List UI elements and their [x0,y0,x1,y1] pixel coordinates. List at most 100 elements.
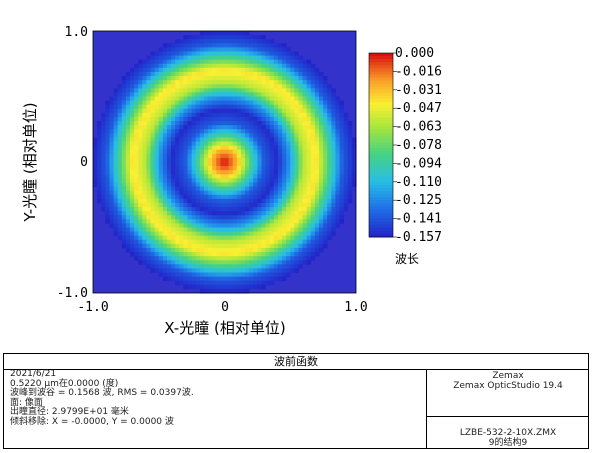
heatmap-cell [105,178,110,183]
heatmap-cell [343,190,349,196]
heatmap-cell [224,92,230,97]
heatmap-cell [236,247,242,253]
heatmap-cell [125,198,131,204]
heatmap-cell [343,198,349,204]
heatmap-cell [298,71,303,77]
heatmap-cell [208,100,213,106]
heatmap-cell [228,219,234,224]
heatmap-cell [208,170,213,175]
heatmap-cell [162,166,168,171]
heatmap-cell [314,92,320,97]
heatmap-cell [282,133,287,138]
heatmap-cell [327,215,332,220]
heatmap-cell [224,166,230,171]
heatmap-cell [105,108,110,114]
heatmap-cell [117,194,123,200]
heatmap-cell [138,145,143,151]
heatmap-cell [97,145,102,151]
heatmap-cell [240,252,246,257]
heatmap-cell [187,219,193,224]
heatmap-cell [187,80,193,85]
heatmap-cell [187,76,193,81]
heatmap-cell [273,129,279,134]
heatmap-cell [290,174,295,179]
heatmap-cell [310,223,316,228]
heatmap-cell [236,174,242,179]
colorbar-segment [369,151,393,155]
heatmap-cell [310,153,316,159]
heatmap-cell [282,186,287,192]
heatmap-cell [245,133,250,138]
heatmap-cell [203,231,209,237]
heatmap-cell [154,129,160,134]
heatmap-cell [253,108,258,114]
heatmap-cell [113,194,119,200]
heatmap-cell [286,235,291,241]
heatmap-cell [294,211,299,216]
heatmap-cell [208,276,213,282]
heatmap-cell [249,211,254,216]
heatmap-cell [117,178,123,183]
heatmap-cell [162,231,168,237]
heatmap-cell [195,252,201,257]
heatmap-cell [117,88,123,93]
heatmap-cell [208,59,213,65]
heatmap-cell [310,104,316,110]
heatmap-cell [257,84,262,89]
heatmap-cell [236,178,242,183]
heatmap-cell [240,100,246,106]
heatmap-cell [273,260,279,265]
heatmap-cell [261,84,266,89]
heatmap-cell [236,211,242,216]
heatmap-cell [175,133,180,138]
heatmap-cell [208,35,213,40]
heatmap-cell [109,149,114,155]
heatmap-cell [302,76,308,81]
heatmap-cell [282,100,287,106]
heatmap-cell [286,63,291,69]
heatmap-cell [327,92,332,97]
heatmap-cell [162,268,168,273]
heatmap-cell [277,198,283,204]
heatmap-cell [249,121,254,126]
heatmap-cell [183,202,188,208]
heatmap-cell [220,55,225,61]
heatmap-cell [187,108,193,114]
heatmap-cell [150,215,156,220]
heatmap-cell [212,84,217,89]
heatmap-cell [113,92,119,97]
heatmap-cell [166,100,172,106]
heatmap-cell [232,121,238,126]
heatmap-cell [175,276,180,282]
heatmap-cell [195,145,201,151]
heatmap-cell [302,247,308,253]
heatmap-cell [183,145,188,151]
heatmap-cell [216,125,221,130]
heatmap-cell [142,227,147,232]
heatmap-cell [191,215,197,220]
heatmap-cell [335,129,340,134]
heatmap-cell [113,153,119,159]
heatmap-cell [129,100,135,106]
heatmap-cell [154,67,160,73]
heatmap-cell [265,280,271,286]
heatmap-cell [158,198,164,204]
heatmap-cell [282,252,287,257]
heatmap-cell [269,112,275,118]
heatmap-cell [150,112,156,118]
heatmap-cell [253,219,258,224]
heatmap-cell [212,194,217,200]
heatmap-cell [175,153,180,159]
heatmap-cell [335,157,340,163]
colorbar-segment [369,200,393,204]
heatmap-cell [273,137,279,142]
heatmap-cell [199,47,205,52]
heatmap-cell [245,88,250,93]
heatmap-cell [208,145,213,151]
heatmap-cell [232,100,238,106]
heatmap-cell [208,280,213,286]
heatmap-cell [339,157,345,163]
heatmap-cell [166,108,172,114]
heatmap-cell [162,170,168,175]
heatmap-cell [253,162,258,167]
